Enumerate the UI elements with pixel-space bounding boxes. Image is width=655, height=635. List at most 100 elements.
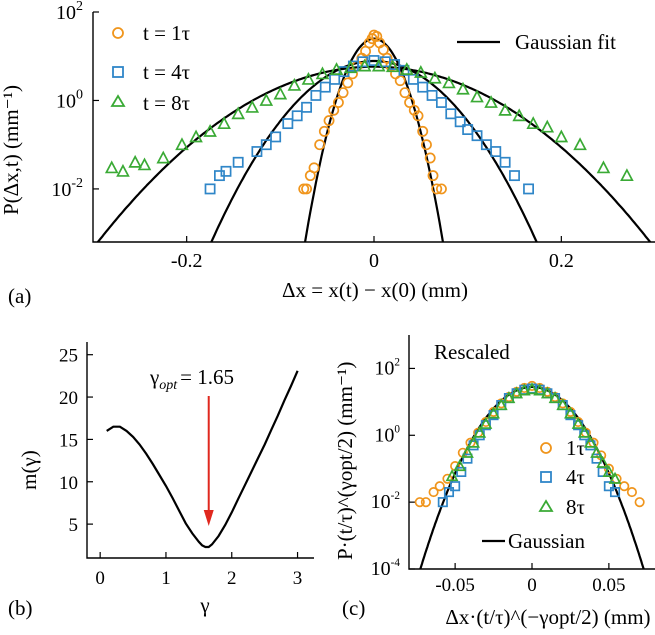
panel-c-ytick-label: 10-2 bbox=[371, 490, 400, 513]
panel-c-point bbox=[428, 487, 439, 498]
panel-c-point bbox=[564, 406, 577, 419]
panel-c-point bbox=[548, 391, 562, 404]
panel-c-point bbox=[517, 383, 531, 396]
legend-c-label-1tau: 1τ bbox=[566, 436, 585, 460]
panel-a-point bbox=[454, 116, 466, 128]
panel-a-ytick-label: 102 bbox=[56, 0, 83, 24]
panel-a-point bbox=[371, 31, 383, 42]
panel-a-point bbox=[427, 170, 439, 182]
panel-c-point bbox=[414, 497, 425, 508]
panel-a-point bbox=[220, 165, 232, 177]
panel-a-point bbox=[428, 70, 442, 84]
panel-c-point bbox=[473, 425, 487, 438]
legend-label-t1: t = 1τ bbox=[143, 21, 190, 45]
panel-c-point bbox=[487, 406, 500, 419]
panel-a-point bbox=[490, 146, 502, 157]
panel-b-ylabel: m(γ) bbox=[17, 450, 41, 490]
panel-a-point bbox=[251, 146, 263, 157]
panel-c-point bbox=[445, 469, 459, 482]
panel-a-point bbox=[523, 183, 535, 195]
panel-a-point bbox=[435, 97, 447, 108]
panel-a-point bbox=[189, 129, 203, 143]
panel-a-point bbox=[424, 152, 436, 164]
panel-c-series-2 bbox=[445, 382, 622, 484]
panel-a-point bbox=[343, 60, 358, 74]
panel-c-ytick-label: 10-4 bbox=[371, 557, 401, 580]
panel-a-point bbox=[291, 110, 303, 122]
panel-a-point bbox=[470, 89, 484, 103]
panel-c-point bbox=[437, 497, 448, 508]
panel-a-point bbox=[245, 99, 260, 113]
panel-a-xtick-label: -0.2 bbox=[171, 250, 203, 272]
panel-c-point bbox=[603, 481, 614, 492]
panel-c-xtick-label: 0.05 bbox=[592, 575, 625, 596]
panel-c-point bbox=[596, 455, 610, 468]
panel-b-ytick-label: 15 bbox=[59, 430, 78, 451]
panel-a-point bbox=[484, 95, 498, 108]
panel-a-point bbox=[620, 168, 634, 182]
panel-a-xtick-label: 0.2 bbox=[549, 250, 574, 272]
legend-marker-t1 bbox=[112, 27, 124, 39]
panel-c-point bbox=[434, 481, 445, 492]
panel-c-point bbox=[577, 425, 591, 438]
legend-marker-t8 bbox=[110, 94, 126, 107]
panel-a-point bbox=[357, 56, 369, 68]
panel-a-point bbox=[442, 75, 456, 89]
panel-a-point bbox=[287, 77, 302, 91]
panel-b-ytick-label: 20 bbox=[59, 388, 78, 409]
panel-c-title: Rescaled bbox=[434, 340, 510, 364]
panel-a-point bbox=[371, 58, 386, 72]
panel-c-point bbox=[602, 464, 616, 478]
panel-a-series-2 bbox=[104, 58, 634, 182]
panel-a-xlabel: Δx = x(t) − x(0) (mm) bbox=[282, 278, 468, 302]
panel-a-point bbox=[445, 108, 457, 120]
panel-c-point bbox=[608, 471, 622, 484]
panel-c-point bbox=[467, 435, 480, 448]
panel-c-ylabel: P·(t/τ)^(γopt/2) (mm⁻¹) bbox=[333, 362, 357, 560]
panel-b-xtick-label: 0 bbox=[95, 568, 105, 589]
panel-a-point bbox=[385, 59, 400, 73]
panel-c-point bbox=[442, 473, 453, 484]
panel-a-point bbox=[273, 86, 288, 100]
panel-c-point bbox=[626, 487, 637, 498]
panel-c-point bbox=[591, 453, 602, 464]
panel-c: -0.05 0 0.05 10-4 10-2 100 102 Rescaled 1τ 4τ… bbox=[333, 335, 655, 629]
panel-c-label: (c) bbox=[342, 596, 365, 620]
panel-a-point bbox=[318, 125, 330, 137]
panel-a-point bbox=[332, 97, 344, 108]
legend-marker-t4 bbox=[112, 66, 124, 78]
panel-a-point bbox=[435, 183, 447, 195]
panel-a-point bbox=[337, 87, 349, 99]
panel-a-point bbox=[301, 71, 316, 85]
panel-c-point bbox=[603, 463, 614, 474]
panel-b-ytick-label: 25 bbox=[59, 346, 78, 367]
panel-b-label: (b) bbox=[8, 596, 33, 620]
panel-b-annotation: γopt = 1.65 bbox=[149, 365, 234, 393]
panel-a-series-0 bbox=[298, 29, 447, 195]
panel-a-point bbox=[137, 157, 152, 171]
legend-label-t8: t = 8τ bbox=[143, 91, 190, 115]
panel-c-point bbox=[590, 445, 603, 458]
panel-a-point bbox=[116, 163, 130, 177]
panel-a-point bbox=[412, 110, 424, 122]
panel-a-point bbox=[471, 130, 483, 142]
panel-a-point bbox=[480, 139, 492, 151]
panel-b-xtick-label: 2 bbox=[227, 568, 237, 589]
panel-c-point bbox=[450, 481, 461, 492]
panel-a-point bbox=[175, 137, 189, 151]
panel-c-point bbox=[494, 398, 508, 411]
panel-a-point bbox=[426, 89, 438, 101]
legend-c-label-4tau: 4τ bbox=[566, 465, 585, 489]
panel-a-point bbox=[554, 129, 569, 143]
panel-c-point bbox=[479, 416, 493, 429]
panel-a-point bbox=[314, 139, 326, 151]
panel-a-point bbox=[399, 87, 411, 99]
panel-a-point bbox=[509, 170, 520, 182]
panel-a-point bbox=[232, 156, 244, 168]
panel-c-point bbox=[634, 497, 645, 508]
panel-a-axes bbox=[92, 12, 655, 243]
panel-a-point bbox=[319, 81, 331, 93]
panel-a-point bbox=[526, 116, 541, 130]
panel-a-point bbox=[260, 139, 272, 151]
